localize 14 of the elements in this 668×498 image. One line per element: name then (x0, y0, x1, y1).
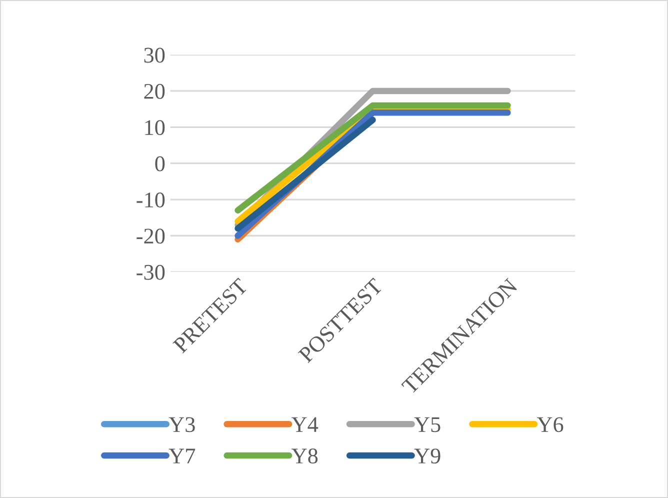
legend-label: Y8 (292, 448, 318, 464)
y-tick-label: 30 (144, 48, 165, 63)
y-tick-label: 20 (144, 84, 165, 99)
y-tick-label: -10 (136, 192, 165, 208)
y-tick-label: -30 (136, 264, 165, 280)
legend-label: Y7 (168, 448, 196, 464)
legend-label: Y6 (536, 417, 564, 432)
y-tick-label: 10 (145, 120, 165, 136)
legend-label: Y4 (292, 417, 318, 432)
y-tick-label: 0 (155, 156, 165, 172)
legend-label: Y9 (414, 448, 440, 464)
legend-label: Y3 (168, 417, 195, 432)
y-tick-label: -20 (136, 228, 165, 244)
legend-label: Y5 (414, 417, 440, 432)
